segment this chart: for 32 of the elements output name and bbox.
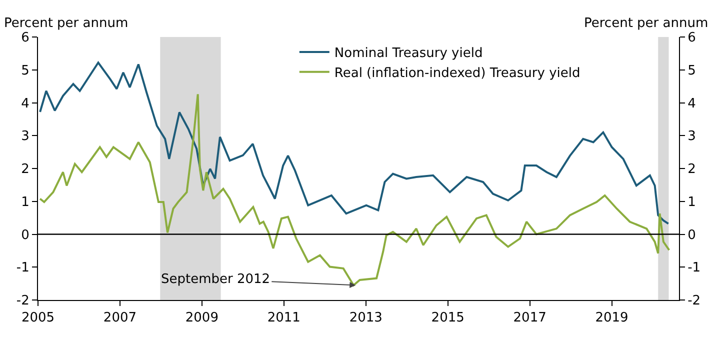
x-tick-label: 2011 xyxy=(267,310,300,326)
line-series xyxy=(39,62,670,225)
y2-tick-label: 1 xyxy=(688,194,696,210)
y-tick-label: -1 xyxy=(16,260,30,276)
x-tick-label: 2017 xyxy=(513,310,546,326)
y-tick-label: 6 xyxy=(21,30,30,46)
y2-tick-label: -2 xyxy=(688,294,701,309)
legend-label: Nominal Treasury yield xyxy=(334,46,483,62)
y-tick-label: 4 xyxy=(21,96,30,112)
x-tick-label: 2019 xyxy=(595,310,628,326)
y2-tick-label: 5 xyxy=(688,63,696,78)
x-tick-label: 2007 xyxy=(103,310,137,326)
y2-tick-label: 6 xyxy=(688,30,696,46)
y2-axis-title: Percent per annum xyxy=(584,16,708,31)
y-tick-label: 1 xyxy=(21,194,30,210)
y-tick-label: 5 xyxy=(21,63,30,78)
annotation: September 2012 xyxy=(161,272,270,287)
y2-tick-label: 4 xyxy=(688,96,696,112)
y2-tick-label: 0 xyxy=(688,228,696,243)
y-axis-title: Percent per annum xyxy=(4,16,128,31)
y2-tick-label: 2 xyxy=(688,162,696,178)
legend-label: Real (inflation-indexed) Treasury yield xyxy=(334,66,580,81)
y2-tick-label: -1 xyxy=(688,260,701,276)
x-tick-label: 2005 xyxy=(21,310,55,326)
y-tick-label: -2 xyxy=(16,294,30,309)
y-tick-label: 3 xyxy=(21,129,30,144)
x-tick-label: 2013 xyxy=(349,310,382,326)
y-tick-label: 2 xyxy=(21,162,30,178)
x-tick-label: 2015 xyxy=(431,310,464,326)
y-tick-label: 0 xyxy=(21,228,30,243)
x-tick-label: 2009 xyxy=(185,310,218,326)
y2-tick-label: 3 xyxy=(688,129,696,144)
